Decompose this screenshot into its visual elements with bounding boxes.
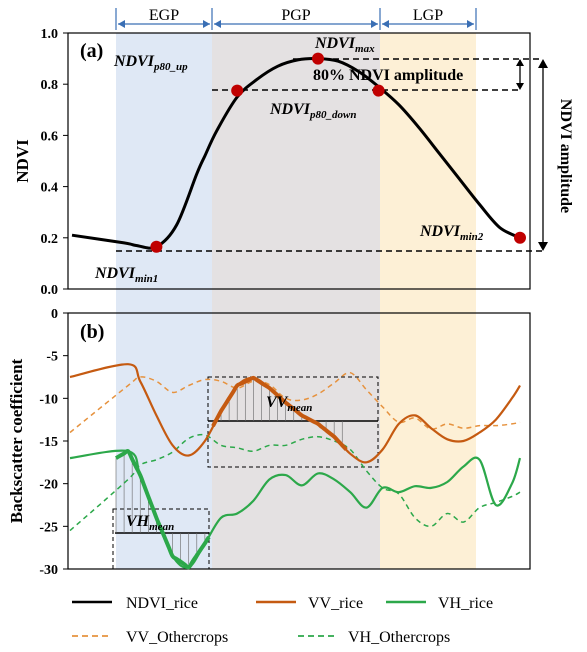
legend-label-vh-othercrops: VH_Othercrops xyxy=(348,629,450,646)
phase-label-lgp: LGP xyxy=(413,7,443,24)
egp-band xyxy=(116,33,212,569)
legend-item-vv-rice: VV_rice xyxy=(256,595,363,612)
panel-b-ylabel: Backscatter coefficient xyxy=(7,358,26,523)
panel-a-yticks: 0.0 0.2 0.4 0.6 0.8 1.0 xyxy=(41,27,68,298)
yticksB-label-6: 0 xyxy=(51,307,58,322)
ndvi-point-max xyxy=(312,52,324,65)
panel-a-label: (a) xyxy=(80,40,103,62)
ndvi-point-p80-down xyxy=(372,84,385,97)
yticksB-label-1: -25 xyxy=(39,520,58,535)
label-vh-mean: VHmean xyxy=(126,513,174,533)
label-ndvi-p80-up: NDVIp80_up xyxy=(113,53,188,73)
legend-item-vh-rice: VH_rice xyxy=(386,595,493,612)
phase-bands xyxy=(116,33,476,569)
ndvi-point-p80-up xyxy=(231,84,244,97)
phase-label-egp: EGP xyxy=(149,7,179,24)
lgp-band xyxy=(380,33,476,569)
label-ndvi-p80-down: NDVIp80_down xyxy=(269,101,356,121)
yticksA-label-2: 0.4 xyxy=(41,181,59,196)
yticksA-label-0: 0.0 xyxy=(41,283,59,298)
yticksA-label-1: 0.2 xyxy=(41,232,59,247)
label-80pct-amplitude: 80% NDVI amplitude xyxy=(313,67,463,84)
label-ndvi-amplitude: NDVI amplitude xyxy=(557,99,574,213)
panel-b-yticks: -30 -25 -20 -15 -10 -5 0 xyxy=(39,307,68,578)
yticksA-label-4: 0.8 xyxy=(41,78,59,93)
phase-header: EGP PGP LGP xyxy=(115,7,477,30)
legend-label-ndvi-rice: NDVI_rice xyxy=(126,595,198,612)
legend-item-vh-othercrops: VH_Othercrops xyxy=(298,629,450,646)
vv-mean-box xyxy=(207,376,379,468)
amp80-arrowheads xyxy=(516,59,524,90)
yticksB-label-3: -15 xyxy=(39,435,58,450)
label-ndvi-min2: NDVImin2 xyxy=(419,223,484,243)
phase-label-pgp: PGP xyxy=(281,7,310,24)
panel-a: (a) NDVI 0.0 0.2 0.4 0.6 0.8 1.0 NDVImin1 NDV… xyxy=(13,27,574,298)
legend-label-vv-othercrops: VV_Othercrops xyxy=(126,629,228,646)
label-vv-mean: VVmean xyxy=(266,394,312,414)
label-ndvi-max: NDVImax xyxy=(314,35,375,55)
legend: NDVI_rice VV_rice VH_rice VV_Othercrops … xyxy=(72,595,493,646)
panel-a-ylabel: NDVI xyxy=(13,139,32,183)
panel-b: (b) Backscatter coefficient -30 -25 -20 -15… xyxy=(7,307,531,578)
yticksB-label-4: -10 xyxy=(39,392,58,407)
vh-rice-highlight xyxy=(115,449,211,570)
vv-mean-hatching xyxy=(212,377,343,446)
vv-rice-highlight xyxy=(211,375,348,451)
legend-item-ndvi-rice: NDVI_rice xyxy=(72,595,198,612)
ndvi-point-min1 xyxy=(150,240,163,253)
panel-b-label: (b) xyxy=(80,321,104,343)
yticksA-label-3: 0.6 xyxy=(41,129,59,144)
ndvi-point-min2 xyxy=(514,231,526,244)
legend-label-vh-rice: VH_rice xyxy=(438,595,493,612)
vv-othercrops-line xyxy=(69,371,521,434)
yticksB-label-2: -20 xyxy=(39,478,58,493)
legend-label-vv-rice: VV_rice xyxy=(308,595,363,612)
yticksB-label-5: -5 xyxy=(46,350,58,365)
yticksA-label-5: 1.0 xyxy=(41,27,59,42)
panel-a-frame xyxy=(67,32,531,290)
yticksB-label-0: -30 xyxy=(39,563,58,578)
ndvi-key-points xyxy=(150,52,526,253)
label-ndvi-min1: NDVImin1 xyxy=(94,265,158,285)
vh-rice-line xyxy=(69,449,522,569)
ndvi-rice-line xyxy=(71,57,521,250)
legend-item-vv-othercrops: VV_Othercrops xyxy=(72,629,228,646)
pgp-band xyxy=(212,33,380,569)
